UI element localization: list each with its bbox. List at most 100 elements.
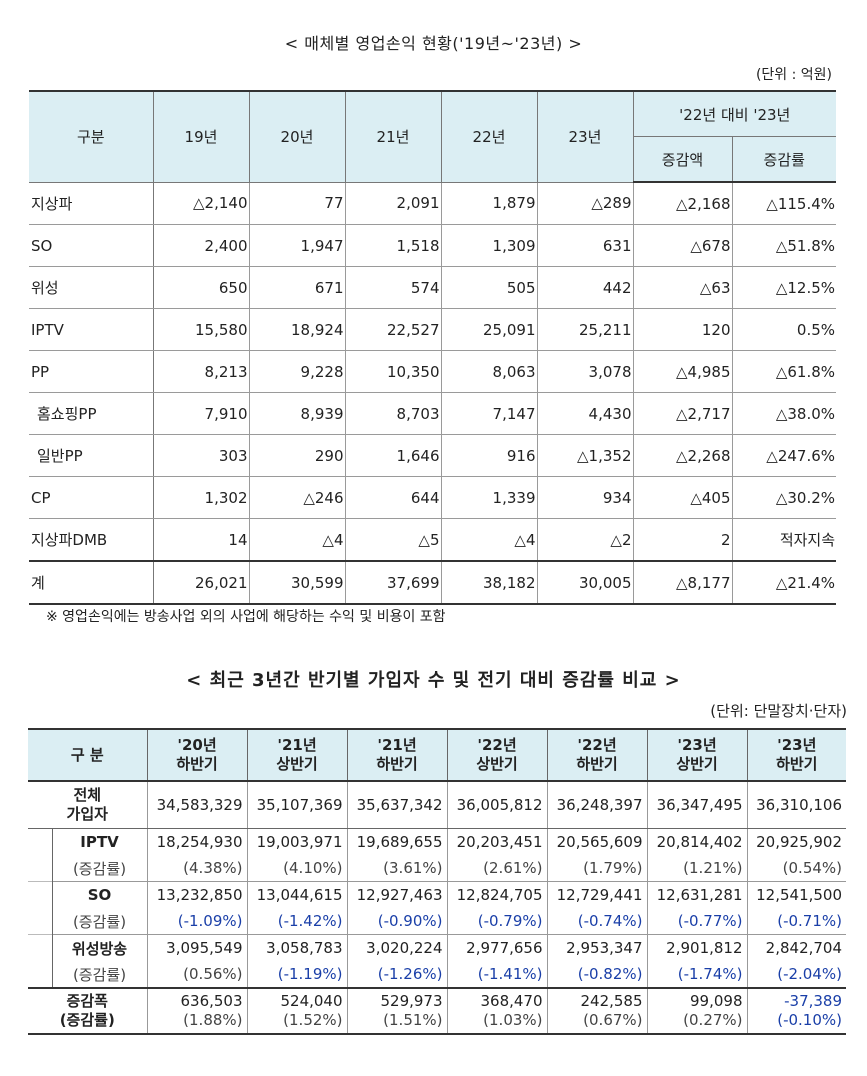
rate-label: (증감률) xyxy=(52,908,148,935)
cell-value: 12,631,281 xyxy=(646,881,748,908)
table-row: 일반PP 303 290 1,646 916 △1,352 △2,268 △247.6% xyxy=(29,434,837,477)
cell-rate: (-0.10%) xyxy=(777,1011,843,1029)
cell-value: 1,302 xyxy=(153,476,250,519)
period-half: 하반기 xyxy=(576,755,618,773)
cell-rate: (-0.79%) xyxy=(446,908,548,935)
row-label-line: 가입자 xyxy=(66,805,108,823)
cell-rate: (4.10%) xyxy=(246,855,348,882)
cell-value: 650 xyxy=(153,266,250,309)
cell-value: 1,309 xyxy=(441,224,538,267)
cell-rate: (-0.71%) xyxy=(746,908,847,935)
cell-value: 26,021 xyxy=(153,560,250,605)
header-category: 구분 xyxy=(29,90,154,183)
cell-rate: (-2.04%) xyxy=(746,961,847,989)
cell-value: 505 xyxy=(441,266,538,309)
period-half: 상반기 xyxy=(676,755,718,773)
cell-value-with-rate: 99,098 (0.27%) xyxy=(646,987,748,1035)
indent-cell xyxy=(28,828,53,882)
cell-value: 22,527 xyxy=(345,308,442,351)
table2-unit: (단위: 단말장치·단자) xyxy=(710,702,847,720)
cell-value: △51.8% xyxy=(732,224,837,267)
cell-value-with-rate: -37,389 (-0.10%) xyxy=(746,987,847,1035)
table-row: PP 8,213 9,228 10,350 8,063 3,078 △4,985 △61.8% xyxy=(29,350,837,393)
cell-value: 442 xyxy=(537,266,634,309)
cell-value: 18,924 xyxy=(249,308,346,351)
cell-value: 36,248,397 xyxy=(546,780,648,829)
cell-value: 99,098 xyxy=(690,992,743,1010)
cell-value: 574 xyxy=(345,266,442,309)
cell-rate: (3.61%) xyxy=(346,855,448,882)
cell-value: 1,947 xyxy=(249,224,346,267)
rate-label: (증감률) xyxy=(52,961,148,989)
row-label: 지상파DMB xyxy=(29,518,154,562)
period-half: 상반기 xyxy=(476,755,518,773)
cell-value: 1,339 xyxy=(441,476,538,519)
cell-value-with-rate: 242,585 (0.67%) xyxy=(546,987,648,1035)
cell-value: 303 xyxy=(153,434,250,477)
cell-value: 524,040 xyxy=(280,992,343,1010)
cell-value: △115.4% xyxy=(732,182,837,225)
header-period: '21년 하반기 xyxy=(346,728,448,782)
row-label: 전체 가입자 xyxy=(28,780,148,829)
cell-value: 25,091 xyxy=(441,308,538,351)
header-year: 23년 xyxy=(536,90,634,183)
cell-value: 19,003,971 xyxy=(246,828,348,855)
header-year: 19년 xyxy=(152,90,250,183)
group-value-row: 위성방송 3,095,549 3,058,783 3,020,224 2,977,656… xyxy=(28,934,847,988)
cell-value: 1,646 xyxy=(345,434,442,477)
cell-value: 30,005 xyxy=(537,560,634,605)
group-rate-row: (증감률) (-1.09%) (-1.42%) (-0.90%) (-0.79%) (-0… xyxy=(28,908,847,935)
table-row: CP 1,302 △246 644 1,339 934 △405 △30.2% xyxy=(29,476,837,519)
cell-value: 25,211 xyxy=(537,308,634,351)
period-year: '22년 xyxy=(577,736,617,754)
row-label: 지상파 xyxy=(29,182,154,225)
cell-value: 3,020,224 xyxy=(346,934,448,961)
cell-value: 3,058,783 xyxy=(246,934,348,961)
indent-cell xyxy=(28,934,53,988)
cell-rate: (0.27%) xyxy=(683,1011,743,1029)
cell-value: 8,213 xyxy=(153,350,250,393)
cell-value: 2 xyxy=(633,518,733,562)
cell-value-with-rate: 524,040 (1.52%) xyxy=(246,987,348,1035)
cell-value: 36,347,495 xyxy=(646,780,748,829)
cell-value: 7,910 xyxy=(153,392,250,435)
row-label-line: (증감률) xyxy=(59,1011,115,1029)
cell-value: 2,091 xyxy=(345,182,442,225)
cell-value: △61.8% xyxy=(732,350,837,393)
cell-value: △405 xyxy=(633,476,733,519)
cell-rate: (-1.09%) xyxy=(146,908,248,935)
cell-value: △1,352 xyxy=(537,434,634,477)
cell-value: △4,985 xyxy=(633,350,733,393)
cell-value: 30,599 xyxy=(249,560,346,605)
cell-value: 9,228 xyxy=(249,350,346,393)
cell-rate: (1.52%) xyxy=(283,1011,343,1029)
cell-value: △2,168 xyxy=(633,182,733,225)
cell-value: 14 xyxy=(153,518,250,562)
table-row: 홈쇼핑PP 7,910 8,939 8,703 7,147 4,430 △2,717 △38.… xyxy=(29,392,837,435)
cell-value: 1,518 xyxy=(345,224,442,267)
cell-rate: (-1.41%) xyxy=(446,961,548,989)
cell-value: 35,107,369 xyxy=(246,780,348,829)
cell-value: △247.6% xyxy=(732,434,837,477)
group-rate-row: (증감률) (0.56%) (-1.19%) (-1.26%) (-1.41%) (-0.… xyxy=(28,961,847,989)
cell-value: 18,254,930 xyxy=(146,828,248,855)
cell-value: △289 xyxy=(537,182,634,225)
cell-rate: (-1.42%) xyxy=(246,908,348,935)
header-category: 구 분 xyxy=(28,728,148,782)
cell-value: 8,939 xyxy=(249,392,346,435)
cell-rate: (-0.77%) xyxy=(646,908,748,935)
period-year: '21년 xyxy=(377,736,417,754)
cell-value: 2,901,812 xyxy=(646,934,748,961)
row-label: CP xyxy=(29,476,154,519)
header-year: 22년 xyxy=(440,90,538,183)
row-label: IPTV xyxy=(29,308,154,351)
table-row: IPTV 15,580 18,924 22,527 25,091 25,211 120 0.5… xyxy=(29,308,837,351)
cell-value: 2,400 xyxy=(153,224,250,267)
period-year: '23년 xyxy=(677,736,717,754)
cell-value: △12.5% xyxy=(732,266,837,309)
cell-value: △2,140 xyxy=(153,182,250,225)
cell-value: 4,430 xyxy=(537,392,634,435)
table1-unit: (단위 : 억원) xyxy=(755,67,832,83)
header-period: '20년 하반기 xyxy=(146,728,248,782)
cell-value: 2,842,704 xyxy=(746,934,847,961)
